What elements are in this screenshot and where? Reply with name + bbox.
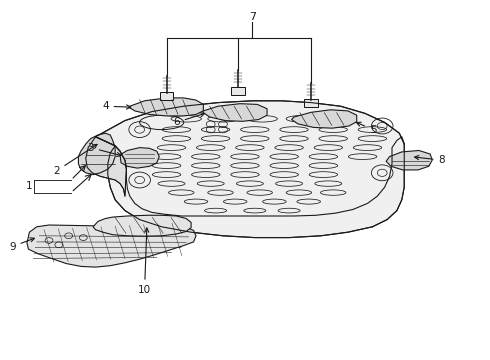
- Polygon shape: [78, 133, 115, 175]
- Polygon shape: [93, 215, 191, 236]
- Text: 1: 1: [26, 181, 33, 191]
- Polygon shape: [292, 110, 357, 128]
- Text: 9: 9: [9, 238, 34, 252]
- Text: 3: 3: [87, 143, 121, 157]
- Polygon shape: [129, 98, 203, 116]
- Text: 6: 6: [173, 113, 204, 127]
- Polygon shape: [96, 101, 404, 238]
- Text: 7: 7: [249, 12, 256, 22]
- Polygon shape: [86, 137, 126, 196]
- Polygon shape: [120, 148, 159, 168]
- Polygon shape: [386, 150, 432, 170]
- Text: 2: 2: [53, 144, 97, 176]
- Polygon shape: [27, 225, 196, 267]
- Text: 4: 4: [102, 101, 131, 111]
- FancyBboxPatch shape: [304, 99, 318, 107]
- FancyBboxPatch shape: [160, 92, 173, 100]
- Text: 8: 8: [415, 155, 445, 165]
- Text: 5: 5: [357, 122, 377, 135]
- FancyBboxPatch shape: [231, 87, 245, 95]
- Text: 10: 10: [138, 228, 151, 295]
- Polygon shape: [203, 104, 267, 121]
